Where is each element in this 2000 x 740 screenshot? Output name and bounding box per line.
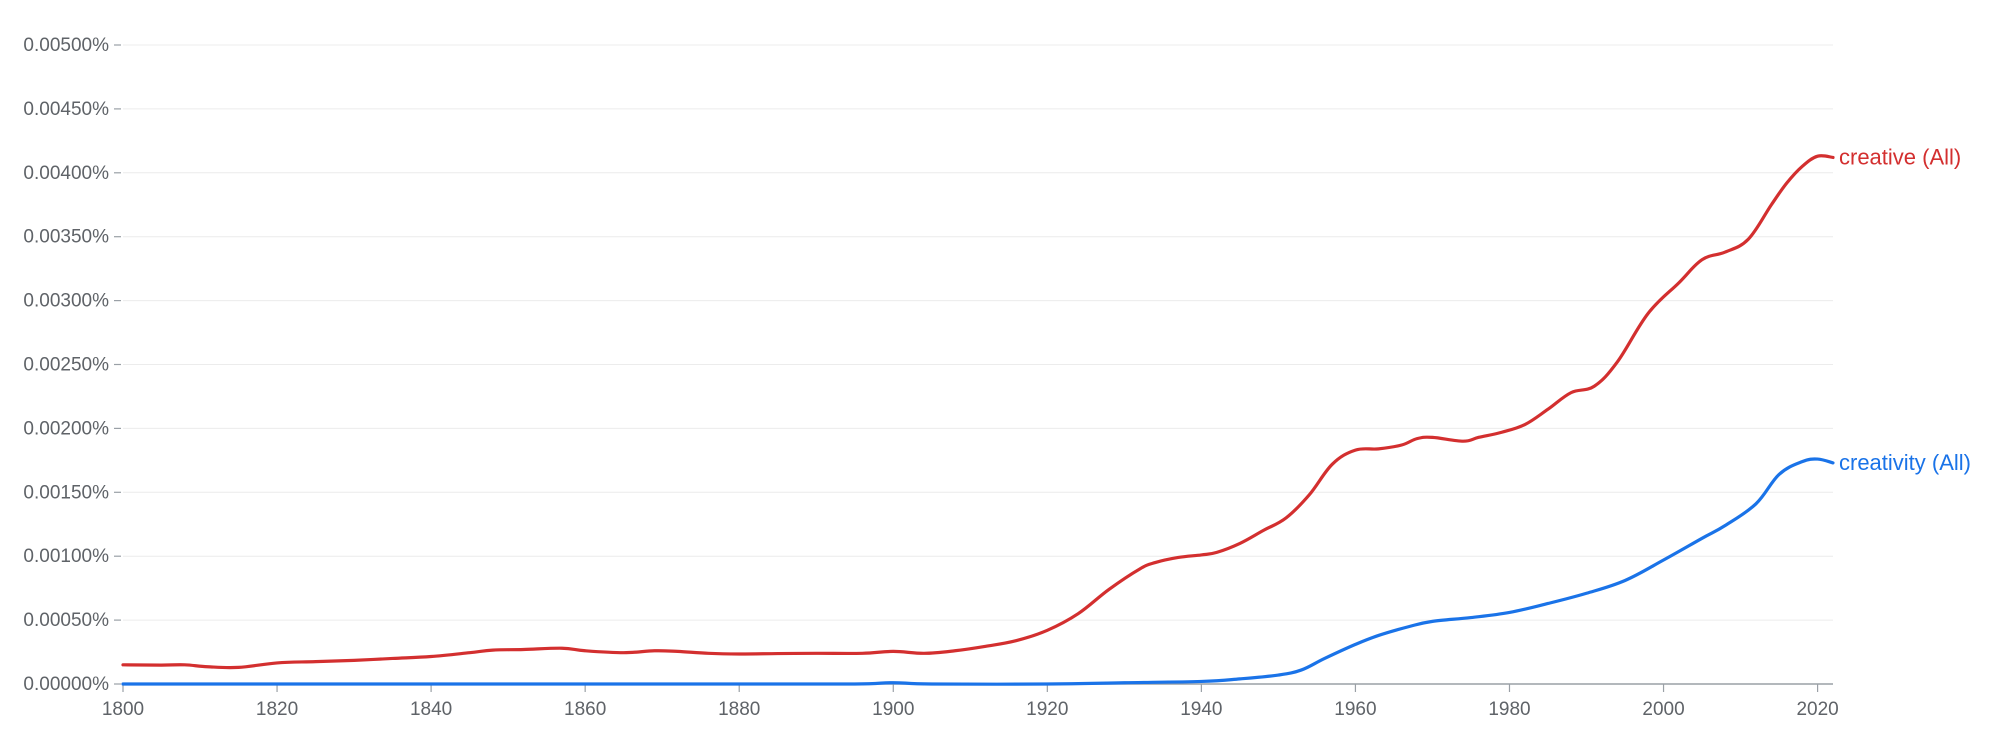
y-tick-label: 0.00300% <box>23 291 109 312</box>
x-tick-label: 1900 <box>872 699 914 720</box>
series-layer <box>121 154 1835 686</box>
series-label-creative: creative (All) <box>1839 144 1961 169</box>
x-tick-label: 1840 <box>410 699 452 720</box>
y-tick-label: 0.00200% <box>23 418 109 439</box>
x-tick-label: 1880 <box>718 699 760 720</box>
y-tick-label: 0.00050% <box>23 610 109 631</box>
series-line-creativity[interactable] <box>121 457 1835 686</box>
x-tick-label: 1940 <box>1180 699 1222 720</box>
series-line-creative[interactable] <box>121 154 1835 670</box>
x-tick-label: 1920 <box>1026 699 1068 720</box>
x-tick-label: 2000 <box>1642 699 1684 720</box>
x-tick-label: 1860 <box>564 699 606 720</box>
grid-layer <box>123 44 1833 621</box>
y-tick-label: 0.00250% <box>23 355 109 376</box>
y-tick-label: 0.00450% <box>23 99 109 120</box>
y-tick-label: 0.00150% <box>23 482 109 503</box>
y-tick-label: 0.00350% <box>23 227 109 248</box>
axis-layer: 0.00000% 0.00050% 0.00100% 0.00150% 0.00200%… <box>23 35 1838 720</box>
x-tick-label: 1820 <box>256 699 298 720</box>
y-tick-label: 0.00000% <box>23 674 109 695</box>
y-tick-label: 0.00500% <box>23 35 109 56</box>
x-tick-label: 2020 <box>1796 699 1838 720</box>
label-layer: creative (All) creativity (All) <box>1839 144 1971 474</box>
y-tick-label: 0.00100% <box>23 546 109 567</box>
x-tick-label: 1800 <box>102 699 144 720</box>
series-label-creativity: creativity (All) <box>1839 450 1971 475</box>
x-tick-label: 1960 <box>1334 699 1376 720</box>
x-tick-label: 1980 <box>1488 699 1530 720</box>
y-tick-label: 0.00400% <box>23 163 109 184</box>
